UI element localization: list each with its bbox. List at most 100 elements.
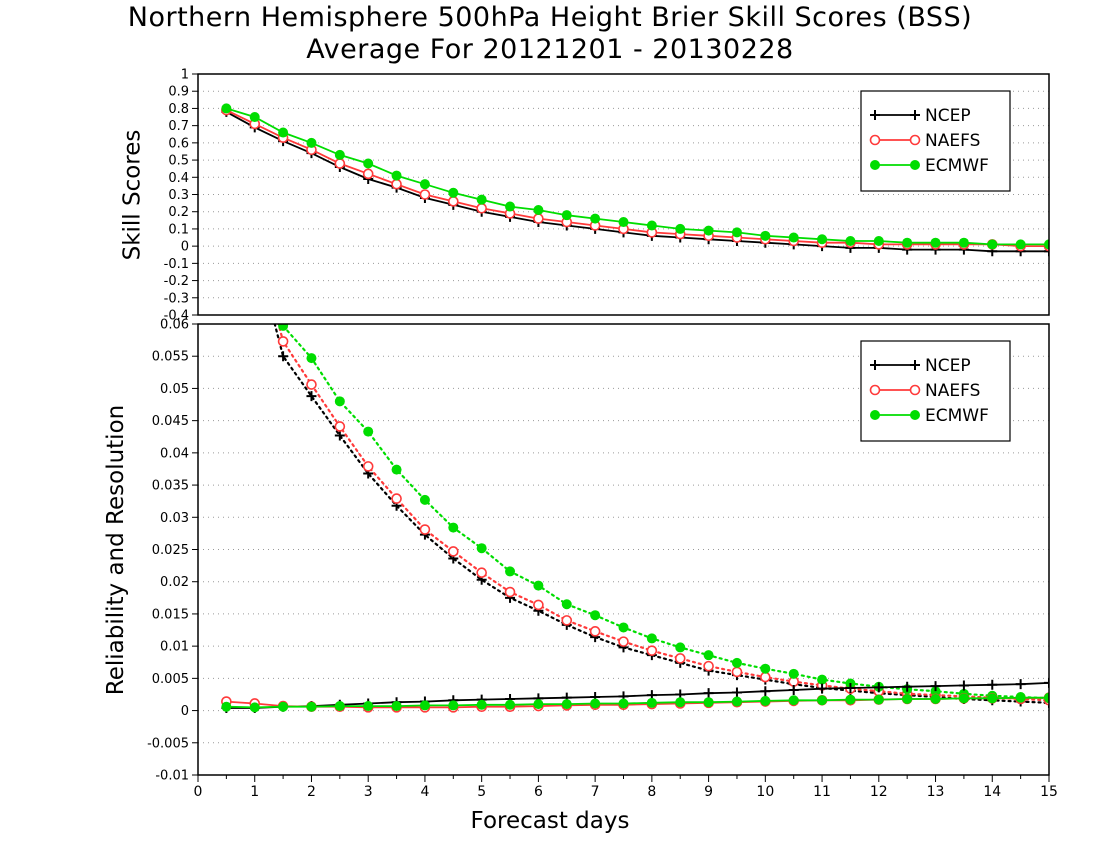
x-tick-label: 12 [870, 784, 888, 800]
data-point-reliability-ecmwf [958, 693, 969, 704]
data-point-ecmwf [363, 158, 374, 169]
data-point-reliability-ncep [958, 680, 969, 691]
data-point-reliability-ecmwf [987, 693, 998, 704]
data-point-reliability-ncep [817, 683, 828, 694]
y-tick-label: 0.045 [152, 414, 189, 429]
y-tick-label: 0.015 [152, 607, 189, 622]
data-point-reliability-ecmwf [561, 699, 572, 710]
data-point-naefs [391, 178, 402, 190]
y-tick-label: 0.9 [168, 85, 189, 100]
data-point-ecmwf [249, 112, 260, 123]
y-tick-label: 0.01 [160, 640, 189, 655]
legend-marker [910, 360, 920, 370]
x-tick-label: 3 [364, 784, 373, 800]
data-point-ecmwf [958, 237, 969, 248]
data-point-naefs [362, 168, 374, 180]
data-point-resolution-naefs [561, 615, 573, 626]
y-tick-label: -0.4 [164, 309, 189, 324]
data-point-ecmwf [561, 210, 572, 221]
legend-marker [870, 360, 880, 370]
data-point-ecmwf [930, 237, 941, 248]
data-point-resolution-naefs [703, 660, 714, 672]
legend-marker [910, 110, 920, 120]
data-point-resolution-ecmwf [363, 426, 374, 437]
legend-entry-ncep: NCEP [925, 356, 971, 376]
data-point-reliability-ncep [1015, 679, 1026, 690]
data-point-ecmwf [505, 201, 516, 212]
data-point-ecmwf [817, 234, 828, 245]
data-point-reliability-ecmwf [646, 697, 657, 708]
panel-frame [197, 73, 1050, 316]
y-tick-label: 0.035 [152, 479, 189, 494]
chart-title: Northern Hemisphere 500hPa Height Brier … [127, 2, 973, 33]
data-point-ecmwf [675, 223, 686, 234]
data-point-reliability-ecmwf [249, 702, 260, 713]
data-point-resolution-ecmwf [221, 126, 231, 136]
data-point-ecmwf [902, 237, 913, 248]
data-point-naefs [533, 213, 544, 224]
data-point-reliability-ecmwf [278, 701, 289, 712]
data-point-resolution-ncep [334, 430, 345, 441]
legend-marker [870, 110, 880, 120]
chart-subtitle: Average For 20121201 - 20130228 [306, 34, 794, 65]
data-point-reliability-ecmwf [788, 695, 799, 706]
data-point-reliability-ecmwf [334, 701, 345, 712]
data-point-resolution-naefs [760, 671, 771, 683]
data-point-ecmwf [618, 217, 629, 228]
data-point-resolution-naefs [447, 546, 459, 557]
legend-marker [910, 160, 920, 170]
data-point-resolution-ecmwf [278, 324, 289, 331]
data-point-ncep [1044, 246, 1049, 257]
y-tick-label: 0.025 [152, 543, 189, 558]
data-point-reliability-ecmwf [590, 698, 601, 709]
legend-entry-naefs: NAEFS [925, 131, 980, 151]
y-tick-label: 0.6 [168, 136, 189, 151]
y-tick-label: -0.1 [164, 257, 189, 272]
data-point-resolution-ecmwf [448, 522, 459, 533]
data-point-reliability-ncep [902, 681, 913, 692]
y-tick-label: 0.8 [168, 102, 189, 117]
legend-entry-ecmwf: ECMWF [925, 406, 989, 426]
legend-entry-ecmwf: ECMWF [925, 156, 989, 176]
data-point-resolution-naefs [476, 567, 487, 578]
x-tick-label: 0 [194, 784, 203, 800]
data-point-naefs [334, 158, 346, 169]
data-point-reliability-ecmwf [419, 700, 430, 711]
legend-marker [870, 410, 880, 420]
data-point-reliability-ecmwf [505, 699, 516, 710]
y-tick-label: 0.4 [168, 171, 189, 186]
data-point-reliability-ncep [703, 688, 714, 699]
x-tick-label: 4 [420, 784, 429, 800]
legend-marker [869, 134, 881, 146]
data-point-reliability-ecmwf [675, 697, 686, 708]
data-point-ecmwf [788, 232, 799, 243]
data-point-resolution-ecmwf [561, 599, 572, 610]
data-point-resolution-ecmwf [618, 622, 629, 633]
data-point-resolution-ecmwf [306, 353, 317, 364]
data-point-ecmwf [731, 227, 742, 238]
data-point-resolution-naefs [533, 599, 544, 611]
data-point-ecmwf [1044, 239, 1049, 250]
y-tick-label: -0.005 [147, 736, 189, 751]
data-point-ecmwf [221, 103, 232, 114]
x-tick-label: 15 [1040, 784, 1058, 800]
legend-marker [910, 410, 920, 420]
data-point-reliability-ecmwf [873, 694, 884, 705]
x-tick-label: 10 [756, 784, 774, 800]
data-point-resolution-ecmwf [391, 464, 402, 475]
data-point-resolution-ecmwf [703, 650, 714, 661]
legend-marker [909, 134, 921, 146]
data-point-resolution-ecmwf [675, 642, 686, 653]
data-point-resolution-ecmwf [646, 633, 657, 644]
data-point-resolution-ecmwf [930, 686, 941, 697]
data-point-naefs [419, 189, 431, 200]
data-point-resolution-naefs [504, 586, 516, 598]
data-point-ecmwf [845, 235, 856, 246]
data-point-resolution-naefs [391, 493, 402, 504]
data-point-resolution-ecmwf [476, 543, 487, 554]
y-tick-label: 0.06 [160, 318, 189, 333]
data-point-resolution-ecmwf [817, 674, 828, 685]
data-point-reliability-ecmwf [476, 699, 487, 710]
legend-box [860, 90, 1011, 192]
